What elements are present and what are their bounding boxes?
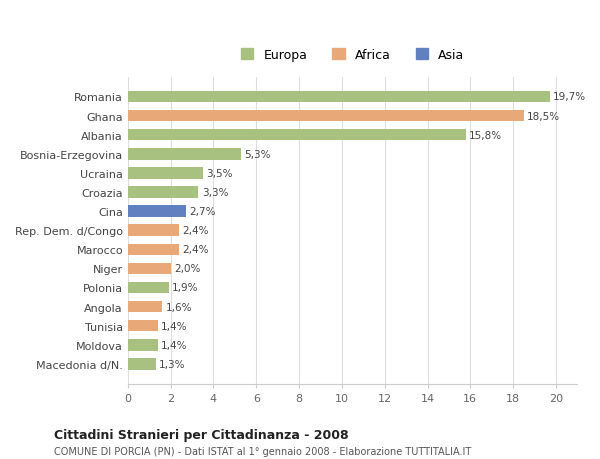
Text: 5,3%: 5,3% xyxy=(245,150,271,159)
Text: 3,5%: 3,5% xyxy=(206,168,232,179)
Text: COMUNE DI PORCIA (PN) - Dati ISTAT al 1° gennaio 2008 - Elaborazione TUTTITALIA.: COMUNE DI PORCIA (PN) - Dati ISTAT al 1°… xyxy=(54,447,471,456)
Bar xyxy=(128,206,185,218)
Bar xyxy=(128,168,203,179)
Text: 3,3%: 3,3% xyxy=(202,188,228,197)
Text: 1,4%: 1,4% xyxy=(161,340,188,350)
Bar xyxy=(128,225,179,236)
Bar xyxy=(128,301,162,313)
Bar xyxy=(128,320,158,332)
Text: 1,4%: 1,4% xyxy=(161,321,188,331)
Bar xyxy=(128,282,169,294)
Text: 1,9%: 1,9% xyxy=(172,283,198,293)
Text: Cittadini Stranieri per Cittadinanza - 2008: Cittadini Stranieri per Cittadinanza - 2… xyxy=(54,428,349,442)
Text: 15,8%: 15,8% xyxy=(469,130,502,140)
Text: 2,4%: 2,4% xyxy=(182,226,209,235)
Bar xyxy=(128,244,179,256)
Text: 19,7%: 19,7% xyxy=(553,92,586,102)
Text: 1,3%: 1,3% xyxy=(159,359,185,369)
Bar xyxy=(128,358,155,370)
Bar xyxy=(128,129,466,141)
Text: 1,6%: 1,6% xyxy=(166,302,192,312)
Text: 18,5%: 18,5% xyxy=(527,112,560,121)
Bar xyxy=(128,263,170,274)
Bar xyxy=(128,111,524,122)
Text: 2,0%: 2,0% xyxy=(174,264,200,274)
Text: 2,7%: 2,7% xyxy=(189,207,215,217)
Bar xyxy=(128,91,550,103)
Bar xyxy=(128,149,241,160)
Bar xyxy=(128,187,199,198)
Legend: Europa, Africa, Asia: Europa, Africa, Asia xyxy=(236,44,469,67)
Text: 2,4%: 2,4% xyxy=(182,245,209,255)
Bar xyxy=(128,339,158,351)
